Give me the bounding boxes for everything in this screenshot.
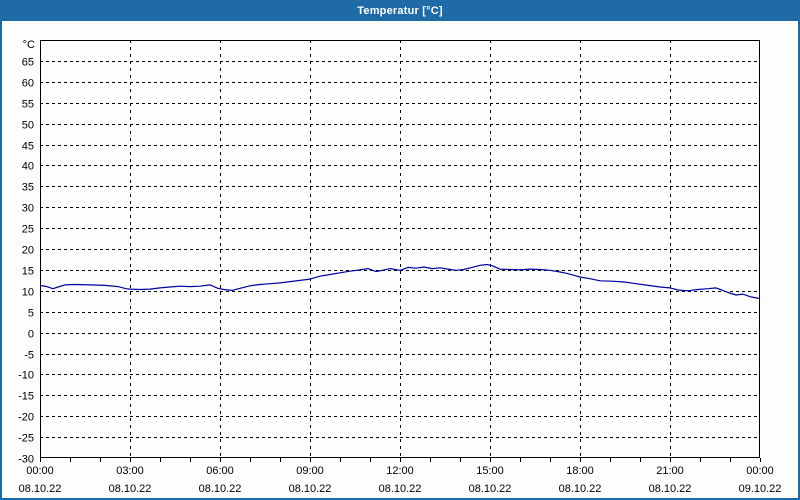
y-tick-label: -5 <box>24 350 34 362</box>
y-tick-label: 50 <box>22 120 34 132</box>
y-tick-label: 35 <box>22 182 34 194</box>
y-tick-label: 0 <box>28 329 34 341</box>
chart-title: Temperatur [°C] <box>357 5 443 17</box>
y-tick-label: 30 <box>22 203 34 215</box>
y-tick-label: 45 <box>22 141 34 153</box>
y-tick-label: 40 <box>22 161 34 173</box>
x-tick-date-label: 08.10.22 <box>649 483 692 495</box>
y-tick-label: 60 <box>22 78 34 90</box>
y-tick-label: 20 <box>22 245 34 257</box>
y-tick-label: 25 <box>22 224 34 236</box>
chart-title-bar: Temperatur [°C] <box>2 2 798 21</box>
y-tick-label: -30 <box>18 454 34 466</box>
x-tick-time-label: 09:00 <box>296 465 324 477</box>
y-tick-label: -15 <box>18 391 34 403</box>
x-tick-date-label: 08.10.22 <box>289 483 332 495</box>
x-tick-date-label: 08.10.22 <box>469 483 512 495</box>
plot-border <box>40 40 760 458</box>
temperature-line-chart-canvas: 65605550454035302520151050-5-10-15-20-25… <box>18 39 782 495</box>
y-tick-label: 15 <box>22 266 34 278</box>
x-tick-time-label: 18:00 <box>566 465 594 477</box>
x-tick-date-label: 09.10.22 <box>739 483 782 495</box>
x-tick-date-label: 08.10.22 <box>19 483 62 495</box>
x-tick-time-label: 15:00 <box>476 465 504 477</box>
x-tick-date-label: 08.10.22 <box>559 483 602 495</box>
x-tick-time-label: 03:00 <box>116 465 144 477</box>
y-tick-label: -20 <box>18 412 34 424</box>
x-tick-time-label: 00:00 <box>26 465 54 477</box>
y-tick-label: -25 <box>18 433 34 445</box>
y-tick-label: 10 <box>22 287 34 299</box>
x-tick-date-label: 08.10.22 <box>199 483 242 495</box>
x-tick-date-label: 08.10.22 <box>109 483 152 495</box>
y-tick-label: 65 <box>22 57 34 69</box>
y-tick-label: 5 <box>28 308 34 320</box>
x-tick-time-label: 00:00 <box>746 465 774 477</box>
x-tick-date-label: 08.10.22 <box>379 483 422 495</box>
x-tick-time-label: 12:00 <box>386 465 414 477</box>
temperature-chart: 65 60 55 50 45 40 35 30 25 20 15 10 5 0 -5 -10 -15 -20 -25… <box>2 21 798 498</box>
x-tick-time-label: 21:00 <box>656 465 684 477</box>
x-tick-time-label: 06:00 <box>206 465 234 477</box>
y-tick-label: -10 <box>18 370 34 382</box>
y-tick-label: 55 <box>22 99 34 111</box>
y-axis-unit-label: °C <box>23 39 35 51</box>
temperature-series-line <box>39 263 761 300</box>
